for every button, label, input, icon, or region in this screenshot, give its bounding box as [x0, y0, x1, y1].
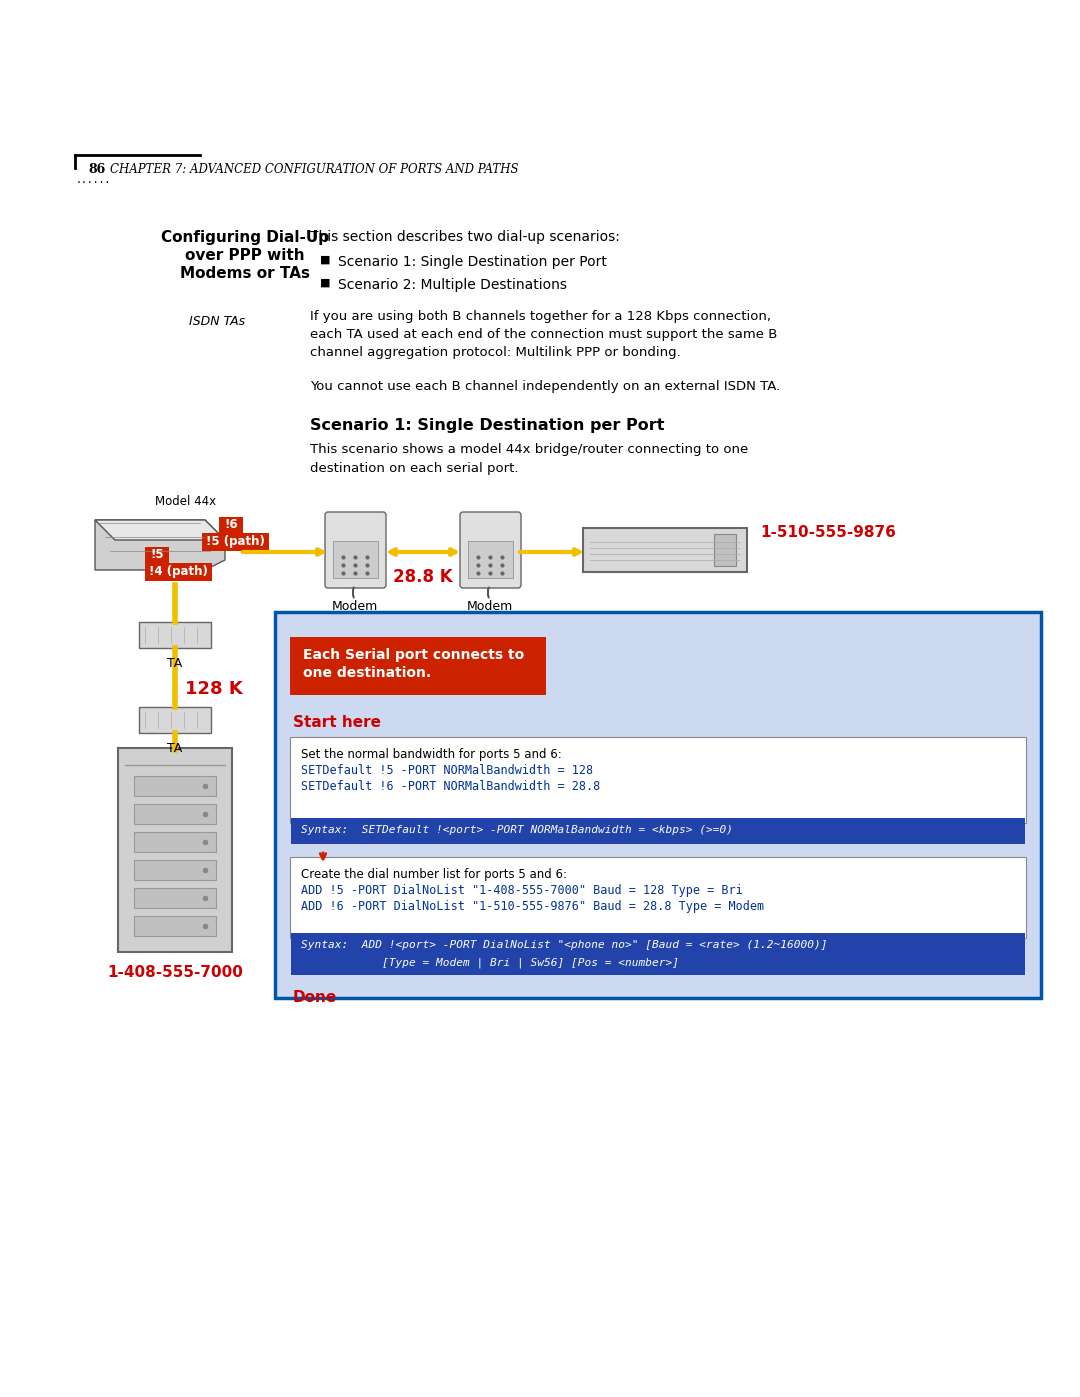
Text: 1-510-555-9876: 1-510-555-9876 [760, 525, 896, 541]
FancyBboxPatch shape [275, 612, 1041, 997]
Text: Start here: Start here [293, 715, 381, 731]
Text: [Type = Modem | Bri | Sw56] [Pos = <number>]: [Type = Modem | Bri | Sw56] [Pos = <numb… [301, 957, 679, 968]
Text: !5: !5 [150, 549, 164, 562]
Text: ■: ■ [320, 278, 330, 288]
Text: This scenario shows a model 44x bridge/router connecting to one
destination on e: This scenario shows a model 44x bridge/r… [310, 443, 748, 475]
FancyBboxPatch shape [134, 861, 216, 880]
Text: !4 (path): !4 (path) [149, 564, 207, 577]
Text: Modem: Modem [467, 599, 513, 613]
Text: ADD !6 -PORT DialNoList "1-510-555-9876" Baud = 28.8 Type = Modem: ADD !6 -PORT DialNoList "1-510-555-9876"… [301, 900, 765, 914]
FancyBboxPatch shape [134, 888, 216, 908]
Text: ■: ■ [320, 256, 330, 265]
Text: Modems or TAs: Modems or TAs [180, 265, 310, 281]
FancyBboxPatch shape [460, 511, 521, 588]
Polygon shape [95, 520, 225, 541]
FancyBboxPatch shape [468, 541, 513, 578]
Text: ......: ...... [76, 175, 111, 184]
FancyBboxPatch shape [325, 511, 386, 588]
Text: Scenario 2: Multiple Destinations: Scenario 2: Multiple Destinations [338, 278, 567, 292]
FancyBboxPatch shape [291, 819, 1025, 844]
Text: SETDefault !5 -PORT NORMalBandwidth = 128: SETDefault !5 -PORT NORMalBandwidth = 12… [301, 764, 593, 777]
FancyBboxPatch shape [202, 534, 269, 550]
Text: Each Serial port connects to
one destination.: Each Serial port connects to one destina… [303, 648, 524, 680]
Text: You cannot use each B channel independently on an external ISDN TA.: You cannot use each B channel independen… [310, 380, 780, 393]
Text: Scenario 1: Single Destination per Port: Scenario 1: Single Destination per Port [310, 418, 664, 433]
Text: Scenario 1: Single Destination per Port: Scenario 1: Single Destination per Port [338, 256, 607, 270]
FancyBboxPatch shape [291, 738, 1026, 823]
Text: Syntax:  SETDefault !<port> -PORT NORMalBandwidth = <kbps> (>=0): Syntax: SETDefault !<port> -PORT NORMalB… [301, 826, 733, 835]
Text: TA: TA [167, 742, 183, 754]
Text: Set the normal bandwidth for ports 5 and 6:: Set the normal bandwidth for ports 5 and… [301, 747, 562, 761]
FancyBboxPatch shape [291, 933, 1025, 975]
Text: ISDN TAs: ISDN TAs [189, 314, 245, 328]
FancyBboxPatch shape [219, 517, 243, 535]
FancyBboxPatch shape [714, 534, 735, 566]
Text: !6: !6 [225, 518, 238, 531]
Text: Done: Done [293, 990, 337, 1004]
FancyBboxPatch shape [134, 916, 216, 936]
FancyBboxPatch shape [134, 775, 216, 796]
FancyBboxPatch shape [139, 622, 211, 648]
FancyBboxPatch shape [583, 528, 747, 571]
Text: Configuring Dial-Up: Configuring Dial-Up [161, 231, 329, 244]
FancyBboxPatch shape [118, 747, 232, 951]
Text: TA: TA [167, 657, 183, 671]
FancyBboxPatch shape [134, 833, 216, 852]
FancyBboxPatch shape [134, 805, 216, 824]
Text: Syntax:  ADD !<port> -PORT DialNoList "<phone no>" [Baud = <rate> (1.2~16000)]: Syntax: ADD !<port> -PORT DialNoList "<p… [301, 940, 827, 950]
Text: 28.8 K: 28.8 K [393, 569, 453, 585]
FancyBboxPatch shape [145, 548, 168, 564]
FancyBboxPatch shape [333, 541, 378, 578]
Text: !5 (path): !5 (path) [205, 535, 265, 548]
FancyBboxPatch shape [145, 563, 212, 581]
Text: 128 K: 128 K [185, 680, 243, 698]
Text: If you are using both B channels together for a 128 Kbps connection,
each TA use: If you are using both B channels togethe… [310, 310, 778, 359]
Text: SETDefault !6 -PORT NORMalBandwidth = 28.8: SETDefault !6 -PORT NORMalBandwidth = 28… [301, 780, 600, 793]
FancyBboxPatch shape [291, 637, 546, 694]
Text: Modem: Modem [332, 599, 378, 613]
Text: 86: 86 [87, 163, 105, 176]
Text: Create the dial number list for ports 5 and 6:: Create the dial number list for ports 5 … [301, 868, 567, 882]
Text: 1-408-555-7000: 1-408-555-7000 [107, 965, 243, 981]
Text: Model 44x: Model 44x [156, 495, 216, 509]
Text: This section describes two dial-up scenarios:: This section describes two dial-up scena… [310, 231, 620, 244]
Text: ADD !5 -PORT DialNoList "1-408-555-7000" Baud = 128 Type = Bri: ADD !5 -PORT DialNoList "1-408-555-7000"… [301, 884, 743, 897]
FancyBboxPatch shape [291, 856, 1026, 937]
Text: over PPP with: over PPP with [185, 249, 305, 263]
Polygon shape [95, 520, 225, 570]
Text: CHAPTER 7: ADVANCED CONFIGURATION OF PORTS AND PATHS: CHAPTER 7: ADVANCED CONFIGURATION OF POR… [110, 163, 518, 176]
FancyBboxPatch shape [139, 707, 211, 733]
